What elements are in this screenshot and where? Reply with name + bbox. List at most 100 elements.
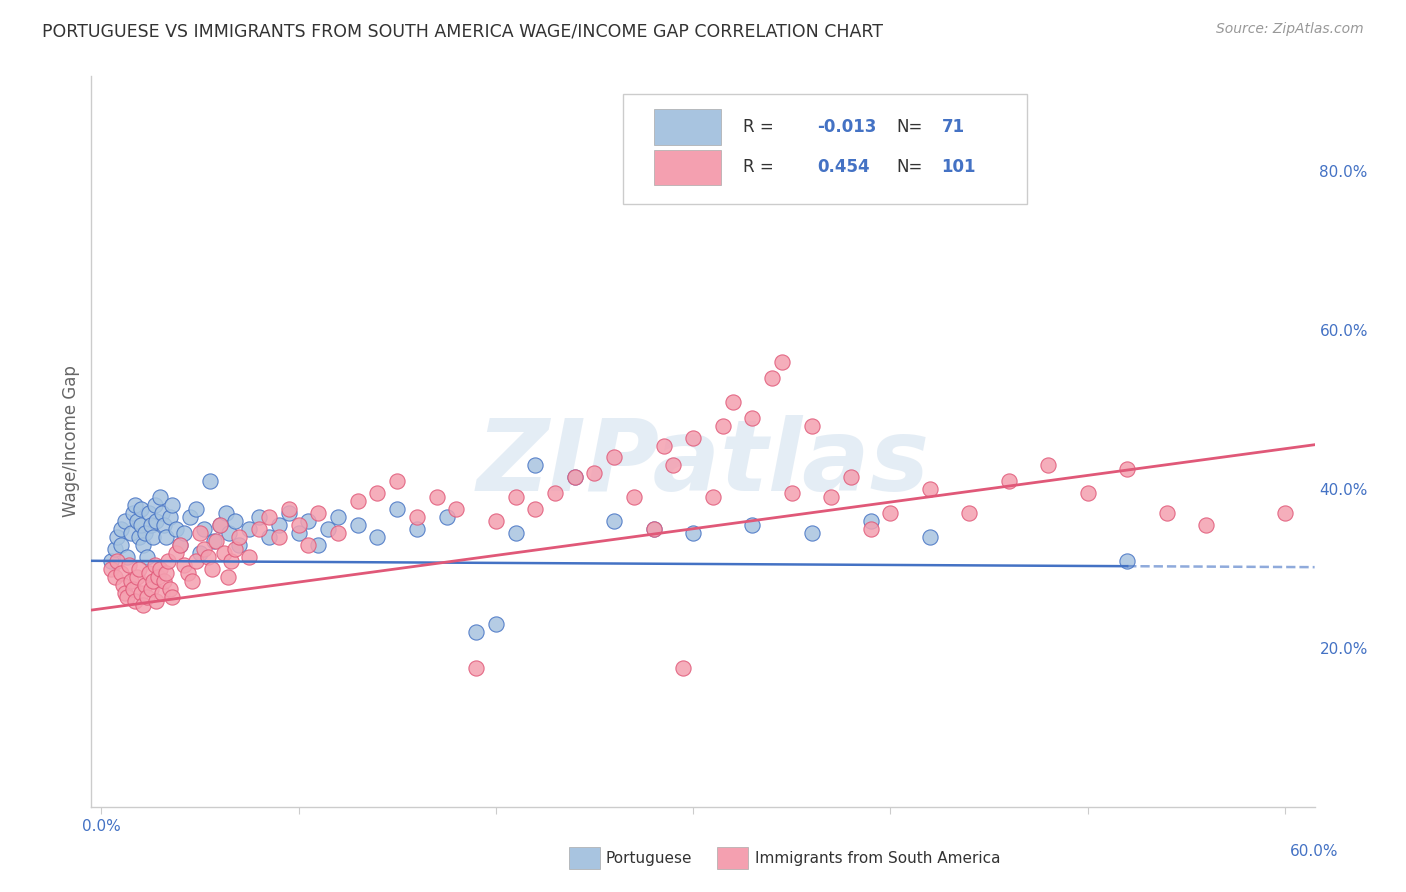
Point [307, 538, 329, 552]
Point [193, 522, 215, 536]
Point [780, 486, 803, 500]
Point [118, 558, 141, 572]
Point [173, 558, 195, 572]
Point [155, 530, 177, 544]
Point [385, 502, 409, 516]
Point [135, 590, 157, 604]
Point [104, 570, 127, 584]
Point [128, 530, 150, 544]
Point [406, 510, 429, 524]
Text: R =: R = [744, 118, 775, 136]
Point [120, 526, 142, 541]
Point [131, 538, 153, 552]
Point [316, 522, 339, 536]
Point [446, 502, 468, 516]
Point [148, 570, 170, 584]
Point [247, 522, 270, 536]
Point [134, 526, 156, 541]
Point [197, 549, 219, 564]
Point [524, 502, 547, 516]
Point [105, 530, 128, 544]
Point [1077, 486, 1099, 500]
Point [623, 490, 645, 504]
Point [224, 514, 246, 528]
Point [121, 582, 143, 596]
Text: Source: ZipAtlas.com: Source: ZipAtlas.com [1216, 22, 1364, 37]
Point [181, 574, 204, 588]
Point [100, 554, 122, 568]
Point [129, 585, 152, 599]
Point [267, 530, 290, 544]
Point [1195, 518, 1218, 533]
Point [114, 514, 136, 528]
Text: R =: R = [744, 158, 775, 177]
Point [224, 541, 246, 556]
Point [173, 526, 195, 541]
Point [307, 506, 329, 520]
Text: N=: N= [896, 158, 922, 177]
Point [485, 514, 508, 528]
Point [277, 502, 299, 516]
Point [326, 526, 349, 541]
Point [159, 582, 181, 596]
Point [124, 593, 146, 607]
Point [267, 518, 290, 533]
Point [465, 625, 488, 640]
Point [326, 510, 349, 524]
Point [184, 554, 207, 568]
Point [770, 355, 793, 369]
Point [221, 554, 243, 568]
Point [544, 486, 567, 500]
Point [385, 475, 409, 489]
Point [177, 566, 200, 580]
Point [1372, 355, 1395, 369]
Point [139, 582, 162, 596]
Point [121, 506, 143, 520]
Point [155, 566, 177, 580]
Point [800, 526, 823, 541]
Point [228, 538, 250, 552]
Point [277, 506, 299, 520]
Point [465, 661, 488, 675]
Text: PORTUGUESE VS IMMIGRANTS FROM SOUTH AMERICA WAGE/INCOME GAP CORRELATION CHART: PORTUGUESE VS IMMIGRANTS FROM SOUTH AMER… [42, 22, 883, 40]
Point [188, 526, 211, 541]
Point [204, 533, 226, 548]
Point [114, 585, 136, 599]
Point [111, 577, 134, 591]
Point [128, 562, 150, 576]
Point [143, 498, 166, 512]
Y-axis label: Wage/Income Gap: Wage/Income Gap [62, 366, 80, 517]
Point [149, 562, 172, 576]
Point [366, 530, 388, 544]
Point [1156, 506, 1178, 520]
Point [162, 498, 184, 512]
Point [741, 410, 763, 425]
Point [257, 530, 280, 544]
Point [198, 475, 221, 489]
Point [105, 554, 128, 568]
Point [212, 546, 235, 560]
Point [125, 514, 148, 528]
Point [505, 526, 527, 541]
Text: 0.454: 0.454 [817, 158, 869, 177]
Point [153, 574, 176, 588]
Point [1116, 554, 1139, 568]
Point [125, 570, 148, 584]
Point [208, 518, 231, 533]
Point [110, 538, 132, 552]
Text: Immigrants from South America: Immigrants from South America [755, 851, 1001, 865]
Point [820, 490, 842, 504]
Point [135, 549, 157, 564]
Point [682, 431, 704, 445]
Point [141, 530, 163, 544]
Point [202, 533, 225, 548]
Point [682, 526, 704, 541]
Point [603, 514, 626, 528]
Point [139, 518, 162, 533]
Point [603, 450, 626, 465]
Point [152, 506, 174, 520]
Point [238, 522, 260, 536]
Point [652, 438, 675, 452]
Point [643, 522, 665, 536]
Point [346, 518, 368, 533]
